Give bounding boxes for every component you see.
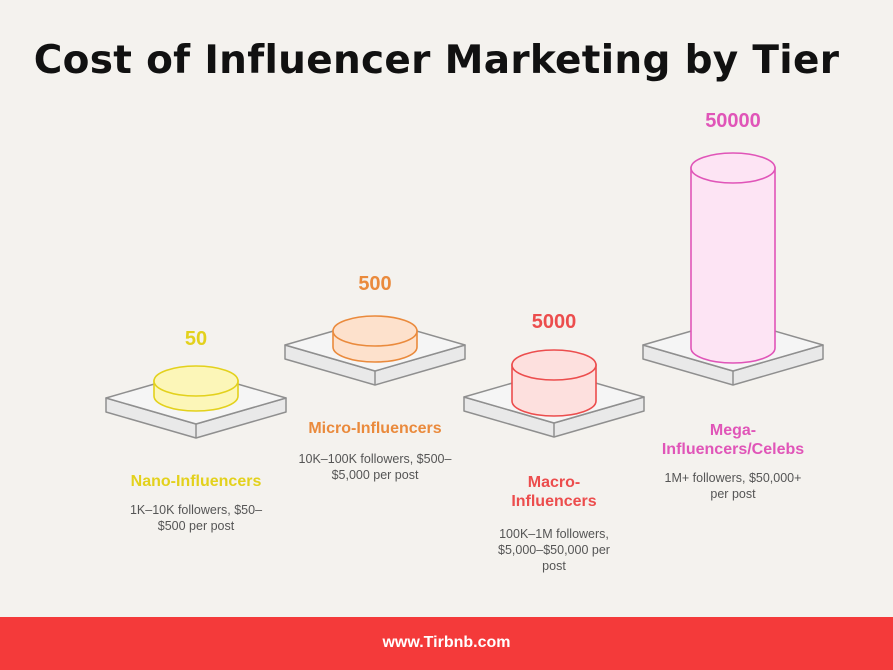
- value-label: 50000: [705, 110, 761, 132]
- value-label: 50: [184, 328, 208, 350]
- category-label: Micro-Influencers: [308, 420, 442, 437]
- chart: [105, 152, 824, 439]
- category-label: Mega-Influencers/Celebs: [661, 422, 805, 458]
- category-description: 1M+ followers, $50,000+ per post: [664, 471, 802, 501]
- category-description: 1K–10K followers, $50–$500 per post: [129, 503, 263, 533]
- cylinder-top: [332, 315, 418, 347]
- cylinder-top: [153, 365, 239, 397]
- page-title: Cost of Influencer Marketing by Tier: [33, 38, 840, 83]
- cylinder-top: [511, 349, 597, 381]
- footer-url[interactable]: www.Tirbnb.com: [382, 634, 511, 651]
- category-label: Macro-Influencers: [511, 474, 597, 510]
- cylinder-top: [690, 152, 776, 184]
- value-label: 5000: [531, 311, 577, 333]
- value-label: 500: [358, 273, 392, 295]
- category-description: 10K–100K followers, $500–$5,000 per post: [298, 452, 452, 482]
- category-description: 100K–1M followers, $5,000–$50,000 per po…: [498, 527, 610, 573]
- footer-bar: www.Tirbnb.com: [0, 617, 893, 670]
- cylinder-body-mega-influencers-celebs: [690, 167, 776, 364]
- category-label: Nano-Influencers: [130, 473, 262, 490]
